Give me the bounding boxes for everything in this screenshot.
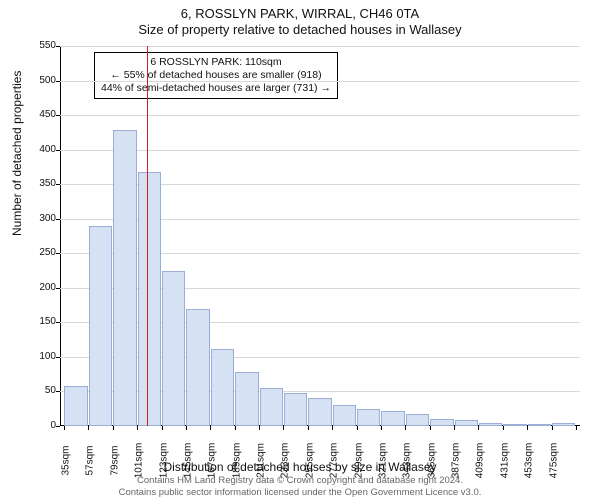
y-tick <box>56 219 60 220</box>
footer-line-1: Contains HM Land Registry data © Crown c… <box>0 475 600 486</box>
y-tick <box>56 150 60 151</box>
grid-line <box>60 150 580 151</box>
y-tick-label: 150 <box>26 317 56 327</box>
y-tick-label: 250 <box>26 248 56 258</box>
footer-attribution: Contains HM Land Registry data © Crown c… <box>0 475 600 498</box>
y-axis-label: Number of detached properties <box>10 71 24 236</box>
histogram-bar <box>528 424 551 426</box>
y-tick <box>56 322 60 323</box>
title-block: 6, ROSSLYN PARK, WIRRAL, CH46 0TA Size o… <box>0 0 600 39</box>
histogram-bar <box>186 309 209 426</box>
histogram-bar <box>260 388 283 426</box>
y-tick-label: 100 <box>26 352 56 362</box>
plot-area: 6 ROSSLYN PARK: 110sqm ← 55% of detached… <box>60 46 580 426</box>
histogram-bar <box>333 405 356 426</box>
y-tick <box>56 46 60 47</box>
x-tick <box>478 426 479 430</box>
y-tick-label: 300 <box>26 214 56 224</box>
histogram-bar <box>479 423 502 426</box>
x-tick <box>430 426 431 430</box>
x-tick <box>259 426 260 430</box>
y-tick <box>56 253 60 254</box>
x-tick <box>186 426 187 430</box>
x-tick <box>576 426 577 430</box>
x-tick <box>357 426 358 430</box>
histogram-bar <box>357 409 380 426</box>
x-tick <box>137 426 138 430</box>
grid-line <box>60 81 580 82</box>
y-tick-label: 550 <box>26 41 56 51</box>
x-tick <box>332 426 333 430</box>
y-tick <box>56 288 60 289</box>
histogram-bar <box>211 349 234 426</box>
x-tick <box>283 426 284 430</box>
marker-tooltip: 6 ROSSLYN PARK: 110sqm ← 55% of detached… <box>94 52 338 99</box>
histogram-bar <box>503 424 526 426</box>
tooltip-line-3: 44% of semi-detached houses are larger (… <box>101 82 331 95</box>
y-tick <box>56 115 60 116</box>
y-tick-label: 0 <box>26 421 56 431</box>
x-tick <box>88 426 89 430</box>
x-tick <box>381 426 382 430</box>
histogram-bar <box>113 130 136 426</box>
y-tick <box>56 81 60 82</box>
x-tick <box>527 426 528 430</box>
tooltip-line-1: 6 ROSSLYN PARK: 110sqm <box>101 56 331 69</box>
y-tick-label: 450 <box>26 110 56 120</box>
histogram-bar <box>235 372 258 426</box>
title-address: 6, ROSSLYN PARK, WIRRAL, CH46 0TA <box>0 6 600 22</box>
y-tick <box>56 184 60 185</box>
x-axis-label: Distribution of detached houses by size … <box>0 460 600 474</box>
y-tick-label: 350 <box>26 179 56 189</box>
footer-line-2: Contains public sector information licen… <box>0 487 600 498</box>
histogram-bar <box>64 386 87 426</box>
histogram-bar <box>308 398 331 426</box>
x-tick <box>235 426 236 430</box>
histogram-bar <box>138 172 161 426</box>
x-tick <box>552 426 553 430</box>
histogram-bar <box>406 414 429 426</box>
histogram-bar <box>162 271 185 426</box>
x-tick <box>308 426 309 430</box>
grid-line <box>60 115 580 116</box>
x-tick <box>405 426 406 430</box>
x-tick <box>113 426 114 430</box>
title-subtitle: Size of property relative to detached ho… <box>0 22 600 38</box>
histogram-bar <box>455 420 478 426</box>
histogram-bar <box>284 393 307 426</box>
histogram-bar <box>381 411 404 426</box>
y-tick-label: 200 <box>26 283 56 293</box>
y-tick <box>56 357 60 358</box>
grid-line <box>60 46 580 47</box>
x-tick <box>64 426 65 430</box>
y-tick-label: 500 <box>26 76 56 86</box>
marker-line <box>147 46 148 426</box>
y-tick-label: 50 <box>26 386 56 396</box>
histogram-bar <box>89 226 112 426</box>
chart-container: 6, ROSSLYN PARK, WIRRAL, CH46 0TA Size o… <box>0 0 600 500</box>
y-tick <box>56 391 60 392</box>
y-tick <box>56 426 60 427</box>
y-tick-label: 400 <box>26 145 56 155</box>
histogram-bar <box>552 423 575 426</box>
x-tick <box>210 426 211 430</box>
x-tick <box>503 426 504 430</box>
x-tick <box>454 426 455 430</box>
histogram-bar <box>430 419 453 426</box>
x-tick <box>162 426 163 430</box>
